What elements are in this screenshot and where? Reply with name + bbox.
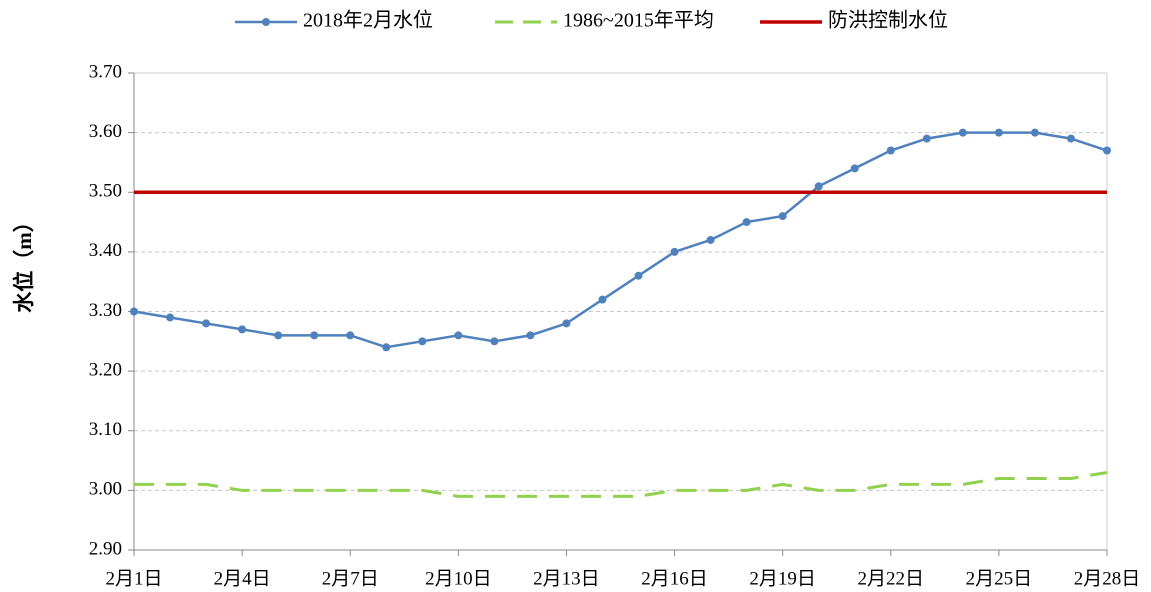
data-point bbox=[166, 313, 175, 322]
data-point bbox=[958, 128, 967, 137]
data-point bbox=[526, 331, 535, 340]
data-point bbox=[706, 235, 715, 244]
data-point bbox=[310, 331, 319, 340]
y-tick-label: 3.10 bbox=[89, 419, 122, 440]
data-point bbox=[598, 295, 607, 304]
series-line bbox=[134, 471, 1108, 498]
x-tick-label: 2月22日 bbox=[858, 568, 925, 589]
y-axis-label: 水位（m） bbox=[12, 211, 36, 313]
legend-label: 1986~2015年平均 bbox=[563, 9, 714, 32]
data-point bbox=[778, 212, 787, 221]
data-point bbox=[1103, 146, 1111, 155]
data-point bbox=[346, 331, 355, 340]
data-point bbox=[490, 337, 499, 346]
x-tick-label: 2月13日 bbox=[533, 568, 600, 589]
data-point bbox=[382, 343, 391, 352]
data-point bbox=[130, 307, 138, 316]
x-tick-label: 2月25日 bbox=[966, 568, 1033, 589]
data-point bbox=[1030, 128, 1039, 137]
data-point bbox=[1066, 134, 1075, 143]
data-point bbox=[238, 325, 247, 334]
y-tick-label: 3.00 bbox=[89, 479, 122, 500]
legend-marker bbox=[262, 18, 270, 26]
x-tick-label: 2月10日 bbox=[425, 568, 492, 589]
legend-label: 2018年2月水位 bbox=[303, 9, 433, 32]
data-point bbox=[922, 134, 931, 143]
y-tick-label: 3.20 bbox=[89, 359, 122, 380]
x-tick-label: 2月19日 bbox=[749, 568, 816, 589]
x-tick-label: 2月1日 bbox=[105, 568, 162, 589]
y-tick-label: 3.50 bbox=[89, 181, 122, 202]
y-tick-label: 3.40 bbox=[89, 240, 122, 261]
data-point bbox=[202, 319, 211, 328]
y-tick-label: 3.60 bbox=[89, 121, 122, 142]
data-point bbox=[814, 182, 823, 191]
y-tick-label: 3.70 bbox=[89, 61, 122, 82]
data-point bbox=[274, 331, 283, 340]
y-tick-label: 2.90 bbox=[89, 538, 122, 559]
x-tick-label: 2月7日 bbox=[322, 568, 379, 589]
data-point bbox=[742, 218, 751, 227]
x-tick-label: 2月28日 bbox=[1074, 568, 1141, 589]
data-point bbox=[562, 319, 571, 328]
data-point bbox=[418, 337, 427, 346]
x-tick-label: 2月4日 bbox=[214, 568, 271, 589]
x-tick-label: 2月16日 bbox=[641, 568, 708, 589]
y-tick-label: 3.30 bbox=[89, 300, 122, 321]
data-point bbox=[994, 128, 1003, 137]
data-point bbox=[454, 331, 463, 340]
data-point bbox=[634, 271, 643, 280]
data-point bbox=[850, 164, 859, 173]
data-point bbox=[670, 247, 679, 256]
series-line bbox=[133, 131, 1108, 349]
data-point bbox=[886, 146, 895, 155]
legend-label: 防洪控制水位 bbox=[828, 9, 948, 32]
